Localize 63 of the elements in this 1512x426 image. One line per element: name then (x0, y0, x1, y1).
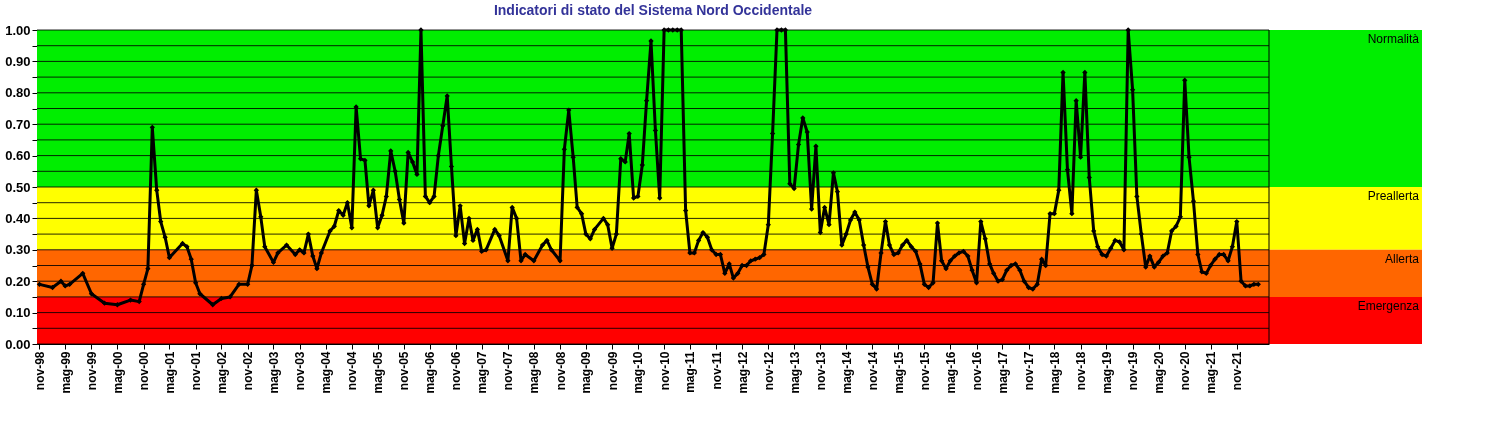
y-tick-label: 0.80 (5, 85, 31, 101)
x-tick-label: mag-10 (631, 351, 646, 394)
x-tick-label: nov-99 (84, 351, 99, 391)
band-label: Allerta (1384, 251, 1420, 266)
y-tick-label: 0.70 (5, 116, 31, 132)
x-tick-label: nov-10 (657, 351, 672, 391)
x-tick-label: nov-03 (293, 351, 308, 391)
x-tick-label: mag-17 (995, 351, 1010, 394)
x-tick-label: mag-07 (475, 351, 490, 394)
band-label: Normalità (1367, 32, 1420, 46)
x-tick-label: nov-16 (970, 351, 985, 391)
x-tick-label: nov-98 (32, 351, 47, 391)
x-tick-label: nov-04 (345, 351, 360, 391)
x-tick-label: mag-00 (110, 351, 125, 394)
x-tick-label: nov-12 (761, 351, 776, 391)
chart-title: Indicatori di stato del Sistema Nord Occidentale (493, 2, 813, 18)
x-tick-label: mag-05 (371, 351, 386, 394)
x-tick-label: mag-01 (162, 351, 177, 394)
y-tick-label: 0.00 (5, 336, 31, 352)
x-tick-label: mag-13 (787, 351, 802, 394)
y-tick-label: 0.60 (5, 148, 31, 164)
x-tick-label: nov-11 (709, 351, 724, 390)
x-tick-label: nov-21 (1230, 351, 1245, 391)
x-tick-label: nov-15 (917, 351, 932, 391)
y-tick-label: 0.40 (5, 210, 31, 226)
x-tick-label: nov-06 (449, 351, 464, 391)
x-tick-label: nov-13 (813, 351, 828, 391)
x-tick-label: nov-19 (1126, 351, 1141, 391)
x-tick-label: nov-08 (553, 351, 568, 391)
x-tick-label: mag-99 (58, 351, 73, 394)
x-tick-label: mag-20 (1152, 351, 1167, 394)
y-tick-label: 1.00 (5, 22, 31, 38)
y-tick-label: 0.30 (5, 242, 31, 258)
x-tick-label: mag-04 (319, 351, 334, 394)
y-tick-label: 0.20 (5, 273, 31, 289)
x-tick-label: nov-05 (397, 351, 412, 391)
x-tick-label: mag-02 (214, 351, 229, 394)
x-tick-label: mag-15 (891, 351, 906, 394)
x-tick-label: nov-07 (501, 351, 516, 391)
x-tick-label: mag-09 (579, 351, 594, 394)
band-label: Preallerta (1367, 189, 1420, 203)
x-tick-label: nov-02 (241, 351, 256, 391)
x-tick-label: nov-00 (137, 351, 152, 391)
x-tick-label: nov-18 (1074, 351, 1089, 391)
x-tick-label: nov-14 (865, 351, 880, 391)
y-tick-label: 0.50 (5, 179, 31, 195)
x-tick-label: mag-21 (1204, 351, 1219, 394)
x-tick-label: mag-16 (943, 351, 958, 394)
x-tick-label: nov-20 (1178, 351, 1193, 391)
x-tick-label: mag-11 (683, 351, 698, 393)
x-tick-label: mag-19 (1099, 351, 1114, 394)
x-tick-label: mag-14 (839, 351, 854, 394)
x-tick-label: nov-01 (189, 351, 204, 391)
x-tick-label: mag-08 (527, 351, 542, 394)
x-tick-label: mag-18 (1047, 351, 1062, 394)
x-tick-label: mag-06 (423, 351, 438, 394)
x-tick-label: nov-17 (1022, 351, 1037, 391)
y-tick-label: 0.90 (5, 53, 31, 69)
x-tick-label: mag-12 (735, 351, 750, 394)
y-tick-label: 0.10 (5, 305, 31, 321)
x-tick-label: nov-09 (605, 351, 620, 391)
band-label: Emergenza (1357, 298, 1420, 313)
x-tick-label: mag-03 (266, 351, 281, 394)
